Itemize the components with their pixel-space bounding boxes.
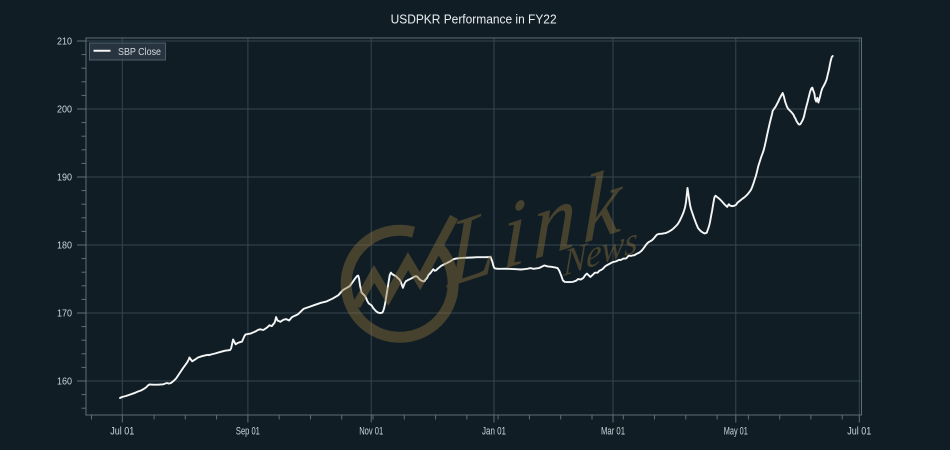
svg-text:USDPKR Performance in FY22: USDPKR Performance in FY22: [391, 12, 557, 27]
svg-text:180: 180: [57, 240, 72, 251]
svg-text:SBP Close: SBP Close: [118, 47, 161, 58]
svg-text:160: 160: [57, 376, 72, 387]
svg-text:May 01: May 01: [724, 426, 748, 438]
svg-text:Nov 01: Nov 01: [359, 426, 383, 438]
svg-text:210: 210: [57, 36, 72, 47]
svg-text:Jul 01: Jul 01: [110, 426, 134, 438]
svg-text:170: 170: [57, 308, 72, 319]
svg-text:Jan 01: Jan 01: [482, 426, 506, 438]
svg-text:Sep 01: Sep 01: [236, 426, 260, 438]
svg-text:200: 200: [57, 104, 72, 115]
svg-text:Jul 01: Jul 01: [847, 426, 871, 438]
svg-text:190: 190: [57, 172, 72, 183]
svg-text:Mar 01: Mar 01: [601, 426, 625, 438]
